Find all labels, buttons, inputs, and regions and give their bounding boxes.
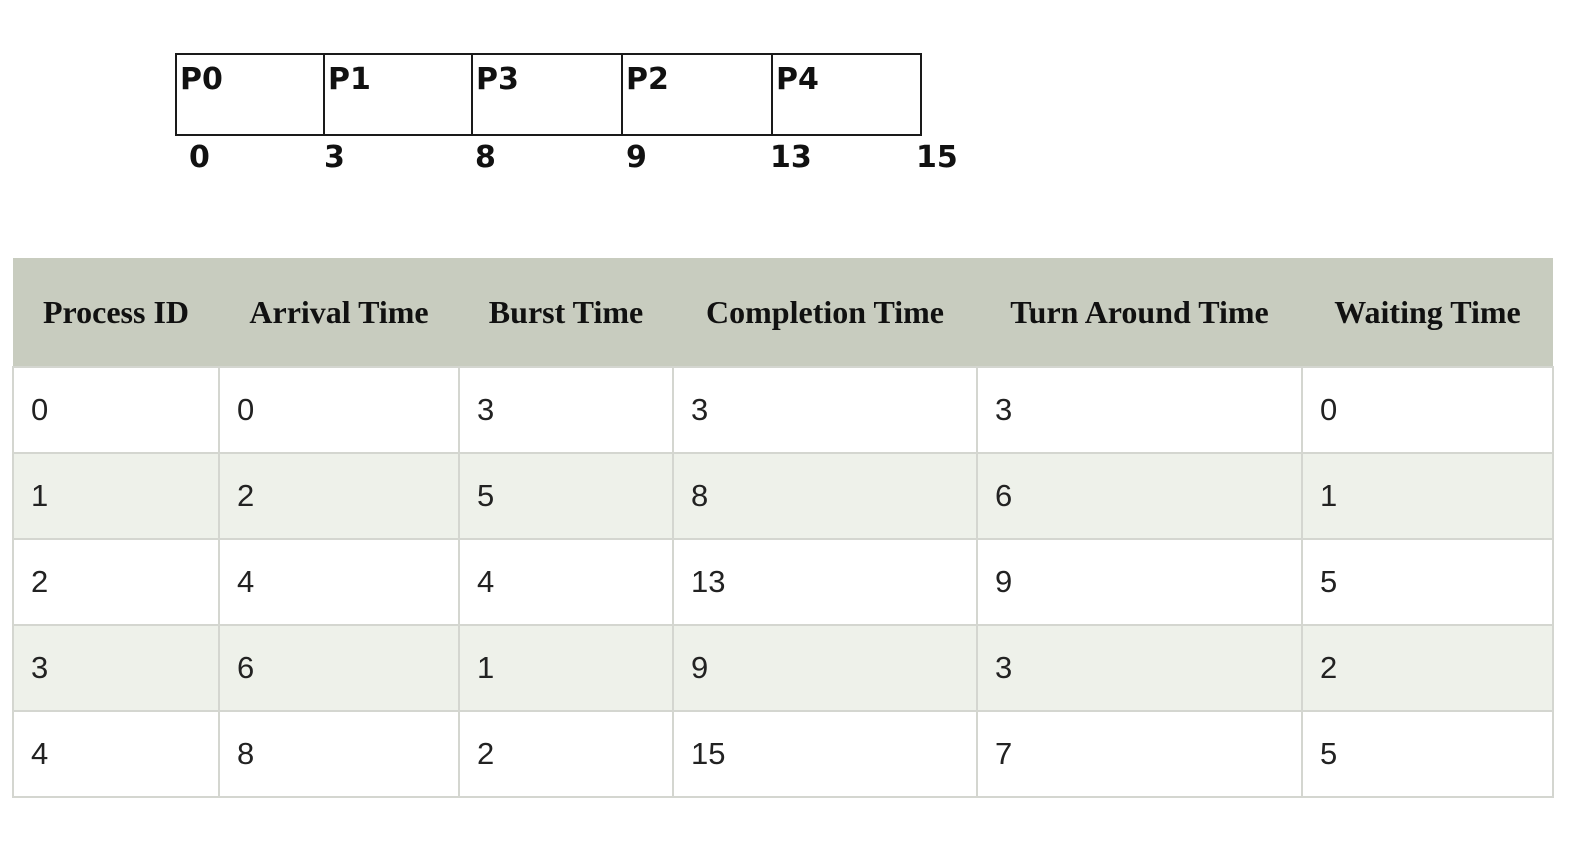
- table-cell: 3: [976, 366, 1303, 454]
- column-header: Arrival Time: [249, 293, 429, 330]
- table-cell: 3: [458, 366, 674, 454]
- gantt-segment-label: P0: [180, 62, 223, 97]
- table-cell: 8: [218, 710, 460, 798]
- gantt-segment-p3: P3: [473, 53, 623, 136]
- gantt-segment-p0: P0: [175, 53, 325, 136]
- gantt-tick-label: 8: [475, 140, 496, 175]
- table-cell: 0: [12, 366, 220, 454]
- gantt-tick-label: 15: [916, 140, 958, 175]
- table-cell: 2: [1301, 624, 1554, 712]
- table-row: 0 0 3 3 3 0: [12, 366, 1554, 454]
- table-cell: 5: [1301, 538, 1554, 626]
- column-header: Waiting Time: [1334, 293, 1521, 330]
- table-cell: 4: [12, 710, 220, 798]
- table-cell: 0: [1301, 366, 1554, 454]
- table-cell: 1: [1301, 452, 1554, 540]
- table-cell: 9: [672, 624, 978, 712]
- gantt-segment-label: P4: [776, 62, 819, 97]
- table-cell: 2: [218, 452, 460, 540]
- table-cell: 4: [218, 538, 460, 626]
- column-header: Turn Around Time: [1010, 293, 1269, 330]
- table-row: 1 2 5 8 6 1: [12, 452, 1554, 540]
- table-cell: 9: [976, 538, 1303, 626]
- table-cell: 3: [12, 624, 220, 712]
- gantt-tick-label: 0: [189, 140, 210, 175]
- column-header: Process ID: [42, 293, 190, 330]
- gantt-tick-label: 3: [324, 140, 345, 175]
- table-cell: 6: [218, 624, 460, 712]
- table-cell: 1: [458, 624, 674, 712]
- table-cell: 8: [672, 452, 978, 540]
- table-row: 4 8 2 15 7 5: [12, 710, 1554, 798]
- table-cell: 3: [976, 624, 1303, 712]
- gantt-segment-p2: P2: [623, 53, 773, 136]
- table-cell: 5: [1301, 710, 1554, 798]
- table-cell: 7: [976, 710, 1303, 798]
- gantt-segment-p4: P4: [773, 53, 922, 136]
- table-cell: 5: [458, 452, 674, 540]
- column-header: Burst Time: [488, 293, 644, 330]
- gantt-segment-label: P1: [328, 62, 371, 97]
- gantt-segment-label: P2: [626, 62, 669, 97]
- table-cell: 6: [976, 452, 1303, 540]
- process-table: Process ID Arrival Time Burst Time Compl…: [12, 258, 1554, 798]
- table-cell: 2: [12, 538, 220, 626]
- table-cell: 4: [458, 538, 674, 626]
- table-cell: 15: [672, 710, 978, 798]
- gantt-segment-p1: P1: [325, 53, 473, 136]
- gantt-tick-label: 9: [626, 140, 647, 175]
- gantt-tick-label: 13: [770, 140, 812, 175]
- table-cell: 2: [458, 710, 674, 798]
- table-cell: 3: [672, 366, 978, 454]
- gantt-chart: P0 P1 P3 P2 P4 0 3 8 9 13 15: [0, 0, 1000, 200]
- table-row: 3 6 1 9 3 2: [12, 624, 1554, 712]
- gantt-segment-label: P3: [476, 62, 519, 97]
- column-header: Completion Time: [706, 293, 944, 330]
- table-row: 2 4 4 13 9 5: [12, 538, 1554, 626]
- table-header-row: Process ID Arrival Time Burst Time Compl…: [13, 258, 1553, 367]
- table-cell: 13: [672, 538, 978, 626]
- table-cell: 0: [218, 366, 460, 454]
- table-cell: 1: [12, 452, 220, 540]
